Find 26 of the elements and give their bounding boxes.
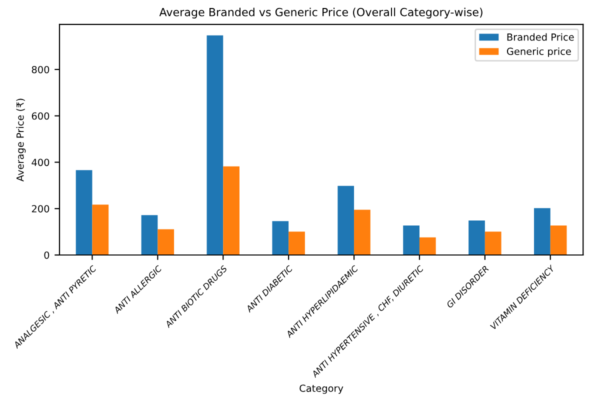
bar [92,204,109,255]
bar [338,186,354,255]
y-tick-label: 400 [32,158,50,166]
legend-label: Generic price [506,48,571,57]
bar [223,166,240,255]
bar [484,232,502,255]
bar [403,226,420,255]
legend-label: Branded Price [507,33,574,41]
bar [550,226,567,255]
chart-title: Average Branded vs Generic Price (Overall Category-wise) [159,8,482,18]
bar [468,220,485,255]
bar [141,215,158,255]
y-tick-label: 200 [32,205,50,212]
bar [158,229,174,255]
bar [354,210,370,255]
bar [76,170,92,255]
y-axis-title: Average Price (₹) [16,98,26,182]
y-tick-label: 800 [32,66,50,74]
bar [206,35,224,255]
bar [288,232,305,255]
bar [272,221,289,255]
bar [534,208,550,255]
bar [419,237,436,255]
x-axis-title: Category [300,384,344,394]
y-tick-label: 0 [44,251,50,259]
y-tick-label: 600 [32,112,50,120]
